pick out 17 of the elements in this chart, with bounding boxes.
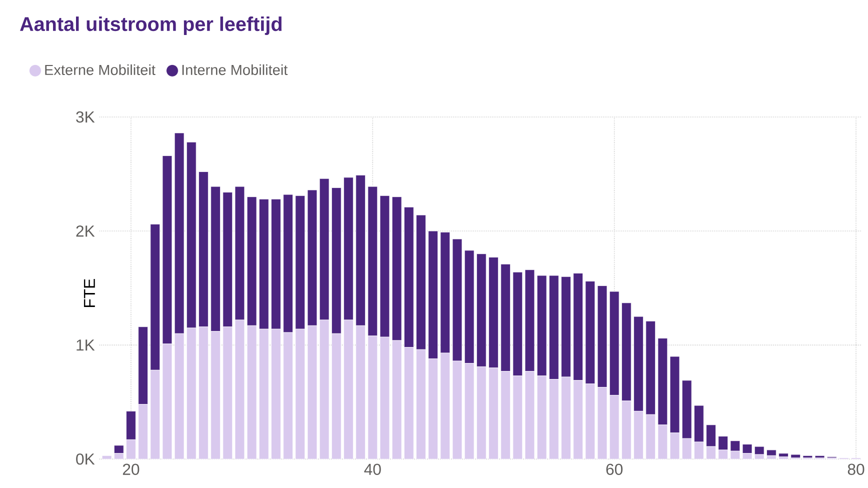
x-tick-label: 20 (122, 464, 140, 476)
chart-title: Aantal uitstroom per leeftijd (20, 16, 282, 36)
legend-label: Externe Mobiliteit (45, 64, 156, 76)
legend-label: Interne Mobiliteit (182, 64, 288, 76)
bar (778, 453, 788, 458)
x-tick-label: 80 (848, 464, 864, 476)
bar (102, 456, 112, 460)
y-axis-title: FTE (84, 279, 95, 308)
y-tick-label: 0K (76, 454, 95, 465)
x-tick-label: 60 (606, 464, 623, 476)
x-tick-label: 40 (364, 464, 381, 476)
bar (790, 454, 801, 458)
bar (778, 456, 788, 460)
y-tick-label: 3K (76, 111, 95, 123)
y-tick-label: 1K (76, 340, 95, 351)
bar (766, 450, 776, 456)
y-tick-label: 2K (76, 226, 95, 237)
